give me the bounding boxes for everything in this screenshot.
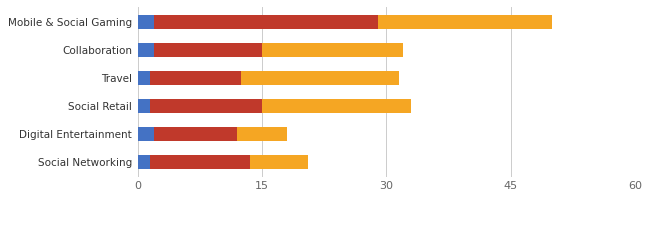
Bar — [378, 15, 552, 29]
Bar — [138, 99, 150, 113]
Bar — [138, 155, 150, 169]
Bar — [241, 71, 399, 85]
Bar — [138, 71, 150, 85]
Bar — [138, 15, 154, 29]
Bar — [138, 43, 154, 57]
Bar — [154, 43, 262, 57]
Bar — [237, 127, 287, 141]
Bar — [150, 71, 241, 85]
Bar — [154, 15, 378, 29]
Bar — [262, 99, 411, 113]
Bar — [150, 155, 250, 169]
Bar — [138, 127, 154, 141]
Bar — [262, 43, 403, 57]
Bar — [150, 99, 262, 113]
Bar — [154, 127, 237, 141]
Bar — [250, 155, 308, 169]
